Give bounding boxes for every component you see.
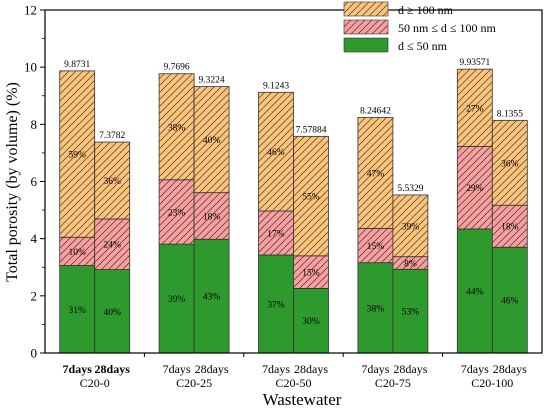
segment-percent-label: 15% bbox=[302, 269, 320, 279]
group-tick-label: C20-0 bbox=[80, 376, 110, 390]
segment-percent-label: 37% bbox=[267, 300, 285, 310]
group-tick-label: C20-100 bbox=[471, 376, 513, 390]
axes-layer: 7days 28days 7days 28days 7days 28days 7days 28… bbox=[24, 3, 543, 390]
y-tick-label: 4 bbox=[31, 231, 38, 246]
bar-segment-small bbox=[193, 238, 230, 354]
segment-percent-label: 43% bbox=[203, 293, 221, 303]
segment-percent-label: 46% bbox=[267, 148, 285, 158]
bar-segment-large bbox=[357, 117, 394, 229]
bars-layer: 31% 10% 59% 9.8731 40% 24% 36% 7.3782 39% 23% 38% 9… bbox=[59, 58, 528, 354]
bar-segment-small bbox=[456, 228, 493, 354]
bar-total-label: 8.1355 bbox=[497, 109, 523, 119]
legend-label-small-pores: d ≤ 50 nm bbox=[398, 39, 448, 53]
segment-percent-label: 38% bbox=[367, 304, 385, 314]
segment-percent-label: 23% bbox=[168, 208, 186, 218]
segment-percent-label: 36% bbox=[103, 177, 121, 187]
segment-percent-label: 27% bbox=[466, 104, 484, 114]
segment-percent-label: 17% bbox=[267, 229, 285, 239]
y-tick-label: 6 bbox=[31, 174, 38, 189]
legend-swatch-medium-pores bbox=[343, 19, 389, 35]
bar-segment-large bbox=[193, 86, 230, 194]
segment-percent-label: 46% bbox=[501, 297, 519, 307]
segment-percent-label: 15% bbox=[367, 242, 385, 252]
bar-segment-medium bbox=[293, 255, 329, 289]
age-tick-label: 28days bbox=[393, 362, 427, 376]
legend-swatch-large-pores bbox=[343, 1, 389, 17]
age-tick-label: 7days bbox=[461, 362, 489, 376]
segment-percent-label: 39% bbox=[402, 222, 420, 232]
legend-label-medium-pores: 50 nm ≤ d ≤ 100 nm bbox=[398, 21, 497, 35]
bar-segment-medium bbox=[491, 204, 528, 248]
age-tick-label: 7days bbox=[262, 362, 290, 376]
segment-percent-label: 10% bbox=[68, 248, 86, 258]
y-tick-label: 12 bbox=[24, 3, 37, 18]
segment-percent-label: 24% bbox=[103, 241, 121, 251]
bar-segment-medium bbox=[193, 192, 230, 240]
bar-segment-small bbox=[59, 265, 96, 354]
bar-total-label: 7.57884 bbox=[296, 125, 327, 135]
bar-total-label: 9.7696 bbox=[164, 63, 190, 73]
legend-label-large-pores: d ≥ 100 nm bbox=[398, 3, 454, 17]
age-tick-label: 28days bbox=[95, 362, 131, 376]
segment-percent-label: 31% bbox=[68, 306, 86, 316]
segment-percent-label: 36% bbox=[501, 159, 519, 169]
segment-percent-label: 18% bbox=[501, 223, 519, 233]
age-tick-label: 7days bbox=[361, 362, 389, 376]
segment-percent-label: 38% bbox=[168, 123, 186, 133]
bar-total-label: 9.3224 bbox=[199, 76, 225, 86]
bar-segment-large bbox=[456, 68, 493, 147]
y-tick-label: 8 bbox=[31, 117, 38, 132]
age-tick-label: 28days bbox=[294, 362, 328, 376]
age-tick-label: 7days bbox=[163, 362, 191, 376]
segment-percent-label: 59% bbox=[68, 151, 86, 161]
y-axis-title: Total porosity (by volume) (%) bbox=[4, 82, 21, 282]
segment-percent-label: 39% bbox=[168, 295, 186, 305]
group-tick-label: C20-50 bbox=[276, 376, 312, 390]
group-tick-label: C20-25 bbox=[176, 376, 212, 390]
age-tick-label: 28days bbox=[195, 362, 229, 376]
legend: d ≥ 100 nm 50 nm ≤ d ≤ 100 nm d ≤ 50 nm bbox=[343, 1, 497, 53]
bar-total-label: 9.93571 bbox=[459, 58, 490, 68]
bar-total-label: 5.5329 bbox=[397, 184, 423, 194]
x-axis-title: Wastewater bbox=[263, 390, 342, 409]
segment-percent-label: 53% bbox=[402, 308, 420, 318]
segment-percent-label: 18% bbox=[203, 212, 221, 222]
bar-segment-large bbox=[491, 119, 528, 206]
y-tick-label: 0 bbox=[31, 346, 38, 361]
segment-percent-label: 8% bbox=[404, 259, 417, 269]
bar-segment-small bbox=[293, 288, 329, 354]
bar-total-label: 8.24642 bbox=[360, 106, 391, 116]
segment-percent-label: 55% bbox=[302, 193, 320, 203]
bar-segment-large bbox=[59, 70, 96, 238]
legend-swatch-small-pores bbox=[343, 37, 389, 53]
bar-total-label: 9.1243 bbox=[263, 81, 289, 91]
bar-segment-medium bbox=[94, 218, 131, 270]
segment-percent-label: 47% bbox=[367, 169, 385, 179]
y-tick-label: 10 bbox=[24, 60, 37, 75]
bar-segment-small bbox=[357, 262, 394, 354]
bar-segment-large bbox=[293, 135, 329, 257]
bar-total-label: 9.8731 bbox=[64, 60, 90, 70]
bar-segment-medium bbox=[357, 227, 394, 264]
bar-segment-medium bbox=[59, 236, 96, 266]
bar-segment-large bbox=[392, 194, 429, 258]
bar-total-label: 7.3782 bbox=[99, 131, 125, 141]
bar-segment-large bbox=[158, 73, 195, 181]
group-tick-label: C20-75 bbox=[375, 376, 411, 390]
bar-segment-medium bbox=[158, 179, 195, 245]
bar-segment-small bbox=[94, 269, 131, 354]
age-tick-label: 28days bbox=[493, 362, 527, 376]
segment-percent-label: 44% bbox=[466, 287, 484, 297]
segment-percent-label: 40% bbox=[203, 136, 221, 146]
y-tick-label: 2 bbox=[31, 288, 38, 303]
segment-percent-label: 30% bbox=[302, 317, 320, 327]
segment-percent-label: 29% bbox=[466, 184, 484, 194]
age-tick-label: 7days bbox=[63, 362, 93, 376]
segment-percent-label: 40% bbox=[103, 308, 121, 318]
bar-segment-large bbox=[94, 141, 131, 220]
